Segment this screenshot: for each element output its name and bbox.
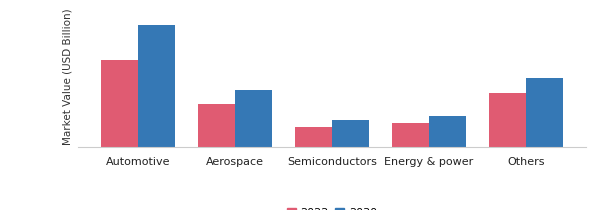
Legend: 2022, 2030: 2022, 2030 xyxy=(285,206,379,210)
Bar xyxy=(235,90,271,147)
Bar xyxy=(295,127,332,147)
Bar xyxy=(198,104,235,147)
Bar xyxy=(526,78,563,147)
Bar xyxy=(429,116,466,147)
Y-axis label: Market Value (USD Billion): Market Value (USD Billion) xyxy=(62,8,72,145)
Bar xyxy=(392,123,429,147)
Bar xyxy=(489,93,526,147)
Bar xyxy=(101,60,138,147)
Bar xyxy=(332,120,369,147)
Bar xyxy=(138,25,175,147)
